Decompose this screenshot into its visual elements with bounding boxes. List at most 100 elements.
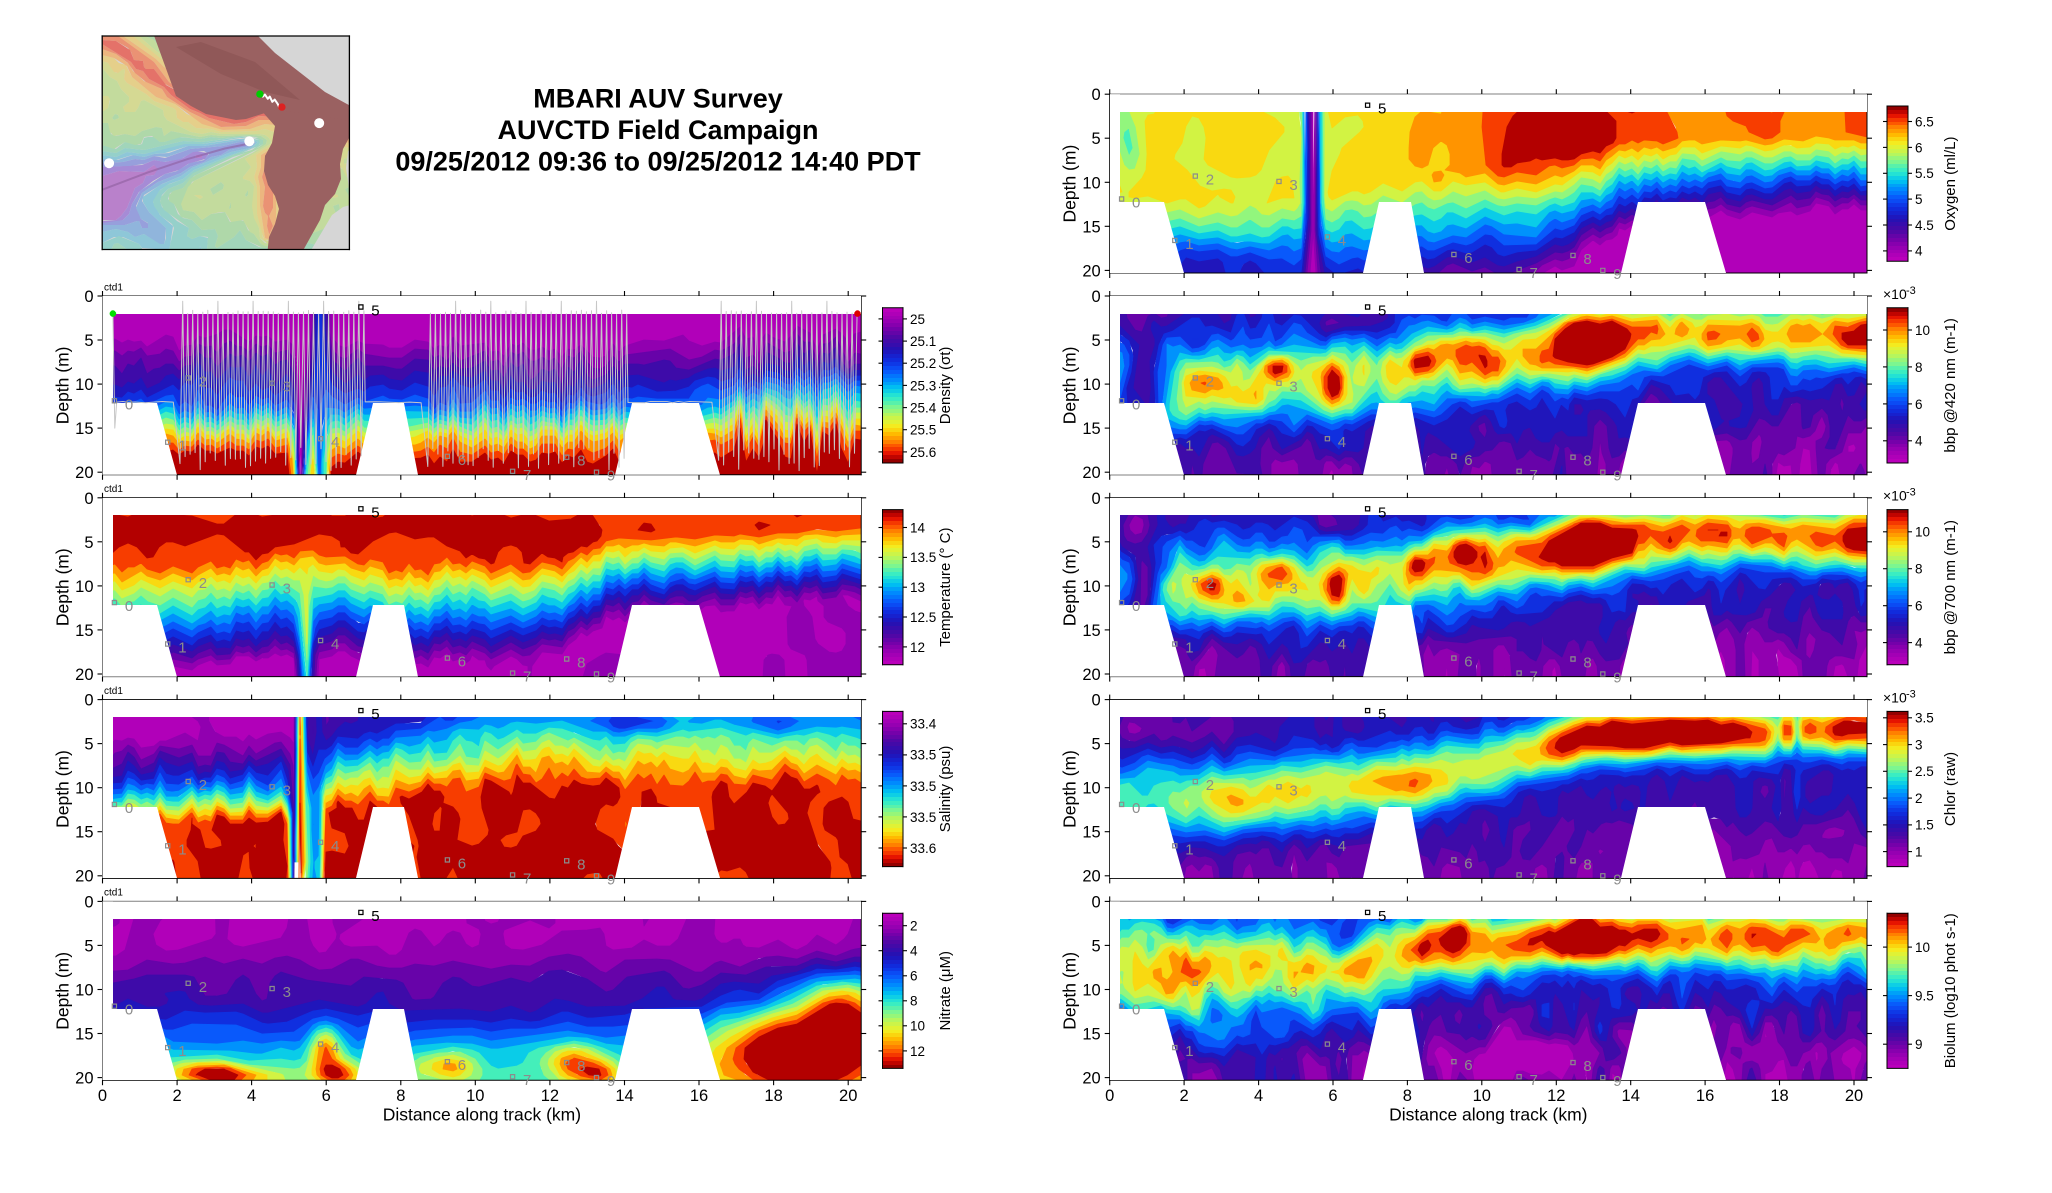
svg-text:4: 4: [331, 636, 339, 653]
svg-text:10: 10: [75, 376, 93, 394]
svg-text:4: 4: [1338, 838, 1346, 855]
svg-text:6: 6: [1464, 1057, 1472, 1074]
svg-text:0: 0: [84, 288, 93, 306]
svg-text:6: 6: [322, 1087, 331, 1105]
svg-text:10: 10: [1915, 323, 1930, 338]
svg-text:5: 5: [371, 706, 379, 723]
svg-text:13: 13: [910, 580, 925, 595]
svg-text:9: 9: [607, 871, 615, 888]
svg-text:4: 4: [1915, 434, 1923, 449]
svg-text:12: 12: [541, 1087, 559, 1105]
svg-text:3: 3: [283, 581, 291, 598]
svg-text:0: 0: [84, 490, 93, 508]
svg-text:Depth (m): Depth (m): [1060, 548, 1080, 626]
svg-text:0: 0: [1132, 598, 1140, 615]
svg-text:Nitrate (μM): Nitrate (μM): [937, 951, 954, 1030]
svg-text:0: 0: [1092, 86, 1101, 104]
svg-text:10: 10: [1082, 982, 1100, 1000]
svg-text:10: 10: [1915, 525, 1930, 540]
svg-text:6: 6: [1464, 250, 1472, 267]
svg-text:3: 3: [1289, 581, 1297, 598]
svg-text:10: 10: [1082, 376, 1100, 394]
svg-text:25.2: 25.2: [910, 356, 936, 371]
svg-text:25.4: 25.4: [910, 401, 937, 416]
svg-text:5: 5: [1092, 736, 1101, 754]
svg-text:8: 8: [1583, 251, 1591, 268]
svg-text:6: 6: [458, 654, 466, 671]
svg-text:0: 0: [1132, 1002, 1140, 1019]
svg-text:2: 2: [199, 777, 207, 794]
svg-text:0: 0: [125, 800, 133, 817]
svg-text:10: 10: [910, 1019, 925, 1034]
svg-text:10: 10: [75, 578, 93, 596]
svg-text:5: 5: [1378, 504, 1386, 521]
svg-text:2: 2: [1180, 1087, 1189, 1105]
svg-text:1: 1: [178, 438, 186, 455]
svg-text:Biolum (log10 phot s-1): Biolum (log10 phot s-1): [1942, 913, 1959, 1068]
svg-text:25.3: 25.3: [910, 378, 936, 393]
svg-text:Depth (m): Depth (m): [53, 750, 73, 828]
svg-text:6: 6: [458, 1057, 466, 1074]
svg-text:3: 3: [283, 379, 291, 396]
svg-text:4: 4: [331, 434, 339, 451]
svg-text:Depth (m): Depth (m): [53, 548, 73, 626]
svg-text:1: 1: [1185, 841, 1193, 858]
svg-text:8: 8: [1583, 1058, 1591, 1075]
svg-text:8: 8: [577, 655, 585, 672]
svg-text:15: 15: [1082, 824, 1100, 842]
svg-text:5: 5: [1378, 303, 1386, 320]
svg-text:6: 6: [1464, 452, 1472, 469]
svg-text:10: 10: [1915, 940, 1930, 955]
svg-text:0: 0: [1092, 490, 1101, 508]
svg-text:Distance along track (km): Distance along track (km): [383, 1104, 581, 1124]
svg-text:Salinity (psu): Salinity (psu): [937, 746, 954, 833]
svg-text:15: 15: [1082, 1026, 1100, 1044]
svg-text:13.5: 13.5: [910, 550, 936, 565]
svg-text:20: 20: [75, 666, 93, 684]
svg-text:3: 3: [1915, 738, 1923, 753]
svg-text:8: 8: [1583, 655, 1591, 672]
svg-text:0: 0: [125, 598, 133, 615]
svg-text:2: 2: [199, 575, 207, 592]
svg-text:5: 5: [1378, 101, 1386, 118]
svg-text:25.1: 25.1: [910, 334, 936, 349]
svg-text:33.5: 33.5: [910, 748, 936, 763]
svg-text:6: 6: [458, 452, 466, 469]
svg-text:7: 7: [1530, 870, 1538, 887]
svg-text:Density (σt): Density (σt): [937, 347, 954, 425]
svg-text:0: 0: [1132, 396, 1140, 413]
svg-text:6.5: 6.5: [1915, 114, 1934, 129]
svg-text:2: 2: [199, 979, 207, 996]
svg-text:4: 4: [1338, 1040, 1346, 1057]
svg-text:-3: -3: [1906, 285, 1916, 297]
svg-text:6: 6: [1328, 1087, 1337, 1105]
svg-text:15: 15: [75, 622, 93, 640]
svg-text:20: 20: [1082, 666, 1100, 684]
svg-text:8: 8: [1583, 453, 1591, 470]
svg-text:7: 7: [1530, 467, 1538, 484]
svg-text:10: 10: [75, 982, 93, 1000]
svg-text:14: 14: [910, 520, 926, 535]
svg-text:4.5: 4.5: [1915, 218, 1934, 233]
svg-text:7: 7: [523, 467, 531, 484]
svg-text:33.5: 33.5: [910, 779, 936, 794]
svg-text:4: 4: [1915, 244, 1923, 259]
svg-text:10: 10: [466, 1087, 484, 1105]
svg-text:MBARI AUV Survey: MBARI AUV Survey: [533, 84, 783, 114]
svg-text:3: 3: [1289, 177, 1297, 194]
svg-text:7: 7: [1530, 669, 1538, 686]
svg-text:3: 3: [1289, 379, 1297, 396]
svg-text:1: 1: [178, 1043, 186, 1060]
svg-text:8: 8: [577, 1058, 585, 1075]
svg-text:4: 4: [1338, 636, 1346, 653]
svg-text:2: 2: [1206, 172, 1214, 189]
svg-text:10: 10: [1473, 1087, 1491, 1105]
svg-text:25.6: 25.6: [910, 445, 936, 460]
svg-text:8: 8: [396, 1087, 405, 1105]
svg-text:20: 20: [1082, 464, 1100, 482]
svg-text:-3: -3: [1906, 688, 1916, 700]
svg-text:×10: ×10: [1883, 488, 1907, 504]
svg-text:Oxygen (ml/L): Oxygen (ml/L): [1942, 136, 1959, 230]
svg-text:4: 4: [1338, 434, 1346, 451]
svg-text:ctd1: ctd1: [104, 888, 123, 899]
